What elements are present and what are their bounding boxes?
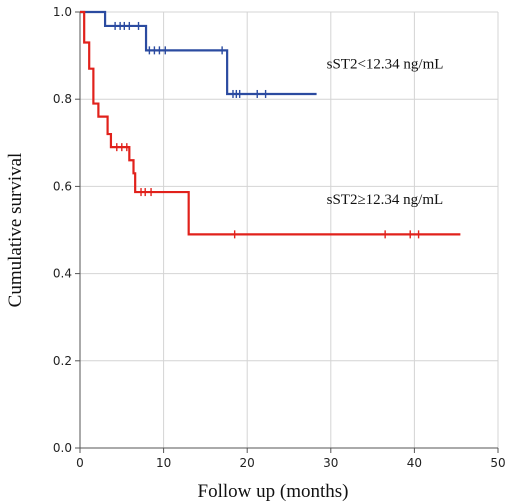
x-tick-label: 0	[76, 456, 84, 470]
survival-curve-1	[80, 10, 317, 96]
x-tick-label: 40	[407, 456, 422, 470]
y-axis-title: Cumulative survival	[5, 153, 26, 308]
x-tick-label: 20	[240, 456, 255, 470]
series-label-2: sST2≥12.34 ng/mL	[327, 192, 444, 208]
y-tick-label: 0.4	[53, 267, 72, 281]
x-axis-title: Follow up (months)	[198, 481, 349, 502]
y-tick-label: 0.2	[53, 354, 72, 368]
y-tick-label: 0.8	[53, 92, 72, 106]
x-tick-label: 30	[323, 456, 338, 470]
x-tick-label: 10	[156, 456, 171, 470]
y-tick-label: 0.0	[53, 441, 72, 455]
gridlines	[80, 11, 499, 448]
survival-curve-2	[80, 10, 461, 236]
series-labels: sST2<12.34 ng/mL sST2≥12.34 ng/mL	[327, 57, 444, 208]
y-tick-label: 1.0	[53, 5, 72, 19]
series-lines	[80, 10, 461, 239]
series-label-1: sST2<12.34 ng/mL	[327, 57, 444, 73]
axes: 0 10 20 30 40 50 0.0 0.2 0.4 0.6 0.8 1.0	[53, 5, 506, 470]
x-tick-label: 50	[490, 456, 505, 470]
y-tick-label: 0.6	[53, 179, 72, 193]
